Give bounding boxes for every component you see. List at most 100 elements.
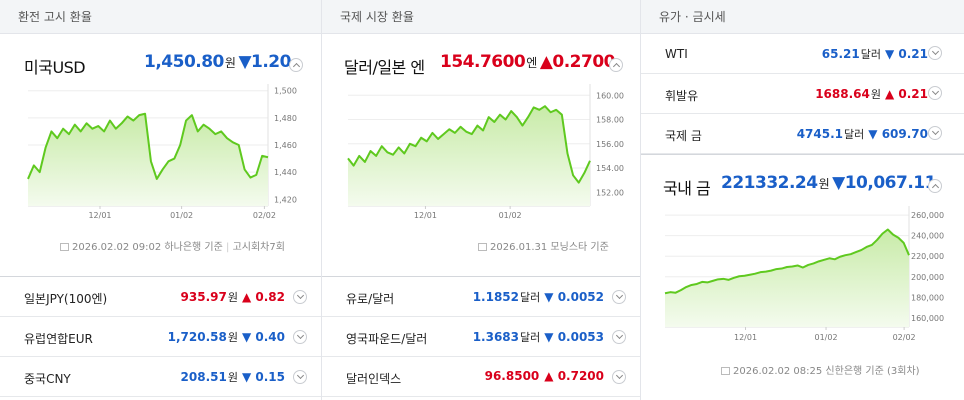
collapse-chevron-icon[interactable] <box>289 58 303 72</box>
item-name: 일본JPY(100엔) <box>24 292 108 306</box>
usdjpy-chart: 160.00 158.00 156.00 154.00 152.00 12/01 01/02 <box>332 80 632 222</box>
document-icon <box>721 367 730 375</box>
item-name: 국제 금 <box>665 129 702 143</box>
source-text: 2026.01.31 모닝스타 기준 <box>490 242 609 253</box>
oil-gold-panel: 유가 · 금시세 WTI 65.21달러 ▼ 0.21 휘발유 1688.64원 ▲… <box>641 0 964 400</box>
change-value: 0.0052 <box>557 290 604 304</box>
list-item[interactable]: 휘발유 1688.64원 ▲ 0.21 <box>641 74 964 114</box>
item-value: 1.3683달러 ▼ 0.0053 <box>473 329 604 345</box>
y-tick-label: 154.00 <box>596 164 624 173</box>
item-value: 4745.1달러 ▼ 609.70 <box>797 126 928 142</box>
currency-name: 달러/일본 엔 <box>344 58 425 77</box>
expand-chevron-icon[interactable] <box>612 290 626 304</box>
item-name: 중국CNY <box>24 372 71 386</box>
item-name: 휘발유 <box>665 89 699 103</box>
series-area <box>348 106 590 206</box>
unit-label: 원 <box>227 291 238 304</box>
change-value: 0.0053 <box>557 330 604 344</box>
usd-summary[interactable]: 미국USD 1,450.80원 ▼1.20 <box>0 34 321 94</box>
x-tick-label: 02/02 <box>893 333 916 342</box>
expand-chevron-icon[interactable] <box>293 290 307 304</box>
panel-title: 국제 시장 환율 <box>322 0 640 34</box>
panel-title: 유가 · 금시세 <box>641 0 964 34</box>
y-tick-label: 200,000 <box>911 273 944 282</box>
change-arrow: ▲ <box>884 87 895 101</box>
currency-list: 일본JPY(100엔) 935.97원 ▲ 0.82 유럽연합EUR 1,720.… <box>0 276 321 397</box>
change-arrow: ▼ <box>884 47 895 61</box>
source-text: 2026.02.02 09:02 하나은행 기준 <box>72 242 223 253</box>
list-item[interactable]: 국제 금 4745.1달러 ▼ 609.70 <box>641 114 964 154</box>
expand-chevron-icon[interactable] <box>612 330 626 344</box>
expand-chevron-icon[interactable] <box>293 330 307 344</box>
rate-value: 1.3683 <box>472 330 520 344</box>
item-value: 1.1852달러 ▼ 0.0052 <box>473 289 604 305</box>
rate-value: 1.1852 <box>472 290 520 304</box>
list-item[interactable]: 유로/달러 1.1852달러 ▼ 0.0052 <box>322 277 640 317</box>
item-value: 65.21달러 ▼ 0.21 <box>822 46 928 62</box>
list-item[interactable]: 일본JPY(100엔) 935.97원 ▲ 0.82 <box>0 277 321 317</box>
currency-value: 154.7600엔 ▲0.2700 <box>440 52 615 72</box>
commodity-name: 국내 금 <box>663 179 711 198</box>
expand-chevron-icon[interactable] <box>612 370 626 384</box>
collapse-chevron-icon[interactable] <box>609 58 623 72</box>
y-tick-label: 1,460 <box>274 141 297 150</box>
rate-value: 1,450.80 <box>144 52 224 72</box>
document-icon <box>478 243 487 251</box>
unit-label: 달러 <box>520 291 541 304</box>
list-item[interactable]: 영국파운드/달러 1.3683달러 ▼ 0.0053 <box>322 317 640 357</box>
series-area <box>665 229 909 327</box>
unit-label: 달러 <box>860 48 881 61</box>
y-tick-label: 1,440 <box>274 168 297 177</box>
data-source: 2026.02.02 09:02 하나은행 기준 | 고시회차7회 <box>60 238 285 253</box>
change-value: 0.7200 <box>557 369 604 383</box>
expand-chevron-icon[interactable] <box>293 370 307 384</box>
currency-value: 1,450.80원 ▼1.20 <box>144 52 291 72</box>
expand-chevron-icon[interactable] <box>928 126 942 140</box>
series-line <box>27 112 269 180</box>
y-tick-label: 220,000 <box>911 252 944 261</box>
usdjpy-summary[interactable]: 달러/일본 엔 154.7600엔 ▲0.2700 <box>322 34 640 94</box>
y-tick-label: 1,500 <box>274 87 297 96</box>
currency-name: 미국USD <box>24 58 86 77</box>
list-item[interactable]: 중국CNY 208.51원 ▼ 0.15 <box>0 357 321 397</box>
domestic-gold-summary[interactable]: 국내 금 221332.24원 ▼10,067.11 <box>641 154 964 214</box>
unit-label: 엔 <box>526 56 537 70</box>
change-arrow: ▲ <box>539 52 553 72</box>
price-value: 65.21 <box>821 47 860 61</box>
rate-value: 208.51 <box>180 370 227 384</box>
series-area <box>28 113 268 206</box>
change-arrow: ▼ <box>238 52 252 72</box>
list-item[interactable]: WTI 65.21달러 ▼ 0.21 <box>641 34 964 74</box>
y-tick-label: 152.00 <box>596 188 624 197</box>
change-arrow: ▼ <box>832 173 845 193</box>
y-tick-label: 156.00 <box>596 140 624 149</box>
unit-label: 원 <box>227 371 238 384</box>
expand-chevron-icon[interactable] <box>928 86 942 100</box>
change-arrow: ▼ <box>241 330 252 344</box>
item-name: 유럽연합EUR <box>24 332 93 346</box>
change-value: 609.70 <box>881 127 928 141</box>
change-value: 0.21 <box>898 47 928 61</box>
x-tick-label: 01/02 <box>499 211 522 220</box>
data-source: 2026.02.02 08:25 신한은행 기준 (3회차) <box>721 362 920 377</box>
change-arrow: ▼ <box>544 330 554 344</box>
exchange-rate-panel: 환전 고시 환율 미국USD 1,450.80원 ▼1.20 1,500 1,480… <box>0 0 322 400</box>
item-name: 영국파운드/달러 <box>346 332 428 346</box>
unit-label: 달러 <box>844 128 865 141</box>
change-value: 10,067.11 <box>844 173 937 193</box>
y-tick-label: 160.00 <box>596 91 624 100</box>
item-name: WTI <box>665 47 688 61</box>
change-value: 0.2700 <box>552 52 615 72</box>
unit-label: 원 <box>224 56 236 70</box>
usd-chart: 1,500 1,480 1,460 1,440 1,420 12/01 01/02 02/02 <box>10 80 310 222</box>
list-item[interactable]: 유럽연합EUR 1,720.58원 ▼ 0.40 <box>0 317 321 357</box>
notice-round: 고시회차7회 <box>232 242 285 253</box>
expand-chevron-icon[interactable] <box>928 46 942 60</box>
collapse-chevron-icon[interactable] <box>928 179 942 193</box>
x-tick-label: 12/01 <box>734 333 757 342</box>
series-line <box>664 228 910 295</box>
x-tick-label: 02/02 <box>253 211 276 220</box>
change-value: 0.15 <box>255 370 285 384</box>
commodity-value: 221332.24원 ▼10,067.11 <box>721 173 936 193</box>
list-item[interactable]: 달러인덱스 96.8500 ▲ 0.7200 <box>322 357 640 397</box>
